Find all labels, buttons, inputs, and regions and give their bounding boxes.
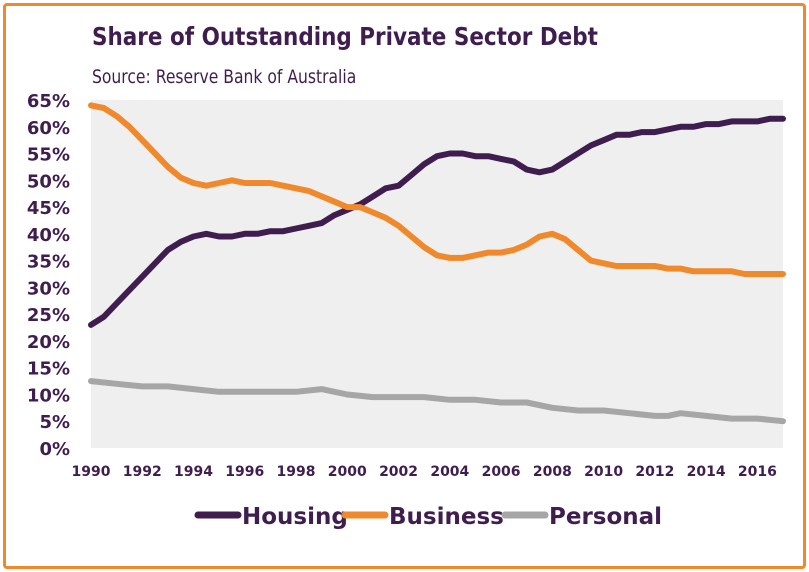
- x-tick-label: 2012: [635, 464, 674, 480]
- legend-label-business: Business: [389, 504, 504, 530]
- y-tick-label: 20%: [27, 332, 70, 353]
- y-tick-label: 55%: [27, 145, 70, 166]
- legend-label-housing: Housing: [242, 504, 348, 530]
- y-tick-label: 65%: [27, 91, 70, 112]
- y-tick-label: 50%: [27, 171, 70, 192]
- y-tick-label: 5%: [39, 412, 70, 433]
- series-lines: [88, 102, 786, 425]
- x-tick-label: 2010: [584, 464, 623, 480]
- x-tick-label: 1990: [72, 464, 111, 480]
- chart-title: Share of Outstanding Private Sector Debt: [92, 22, 598, 51]
- chart-subtitle: Source: Reserve Bank of Australia: [92, 66, 357, 88]
- y-tick-label: 30%: [27, 278, 70, 299]
- x-tick-label: 1996: [225, 464, 264, 480]
- y-tick-label: 60%: [27, 118, 70, 139]
- y-tick-label: 35%: [27, 252, 70, 273]
- x-tick-label: 2000: [328, 464, 367, 480]
- y-tick-label: 25%: [27, 305, 70, 326]
- legend: Housing Business Personal: [194, 504, 662, 530]
- y-tick-label: 0%: [39, 439, 70, 460]
- x-tick-label: 1992: [123, 464, 162, 480]
- series-line-housing: [88, 115, 786, 328]
- series-line-personal: [88, 378, 786, 425]
- x-tick-label: 1994: [174, 464, 213, 480]
- series-line-business: [88, 102, 786, 277]
- x-tick-label: 2008: [533, 464, 572, 480]
- x-tick-label: 2014: [687, 464, 726, 480]
- y-tick-label: 15%: [27, 359, 70, 380]
- x-tick-label: 2006: [482, 464, 521, 480]
- x-tick-label: 2016: [738, 464, 777, 480]
- x-tick-label: 2004: [430, 464, 469, 480]
- y-tick-label: 10%: [27, 385, 70, 406]
- x-tick-label: 2002: [379, 464, 418, 480]
- x-tick-label: 1998: [277, 464, 316, 480]
- y-axis-ticks: 0% 5% 10% 15% 20% 25% 30% 35% 40% 45% 50% 55% 60% 65%: [27, 91, 70, 460]
- legend-label-personal: Personal: [549, 504, 662, 530]
- y-tick-label: 45%: [27, 198, 70, 219]
- y-tick-label: 40%: [27, 225, 70, 246]
- x-axis-ticks: 1990 1992 1994 1996 1998 2000 2002 2004 2006 2008…: [72, 464, 777, 480]
